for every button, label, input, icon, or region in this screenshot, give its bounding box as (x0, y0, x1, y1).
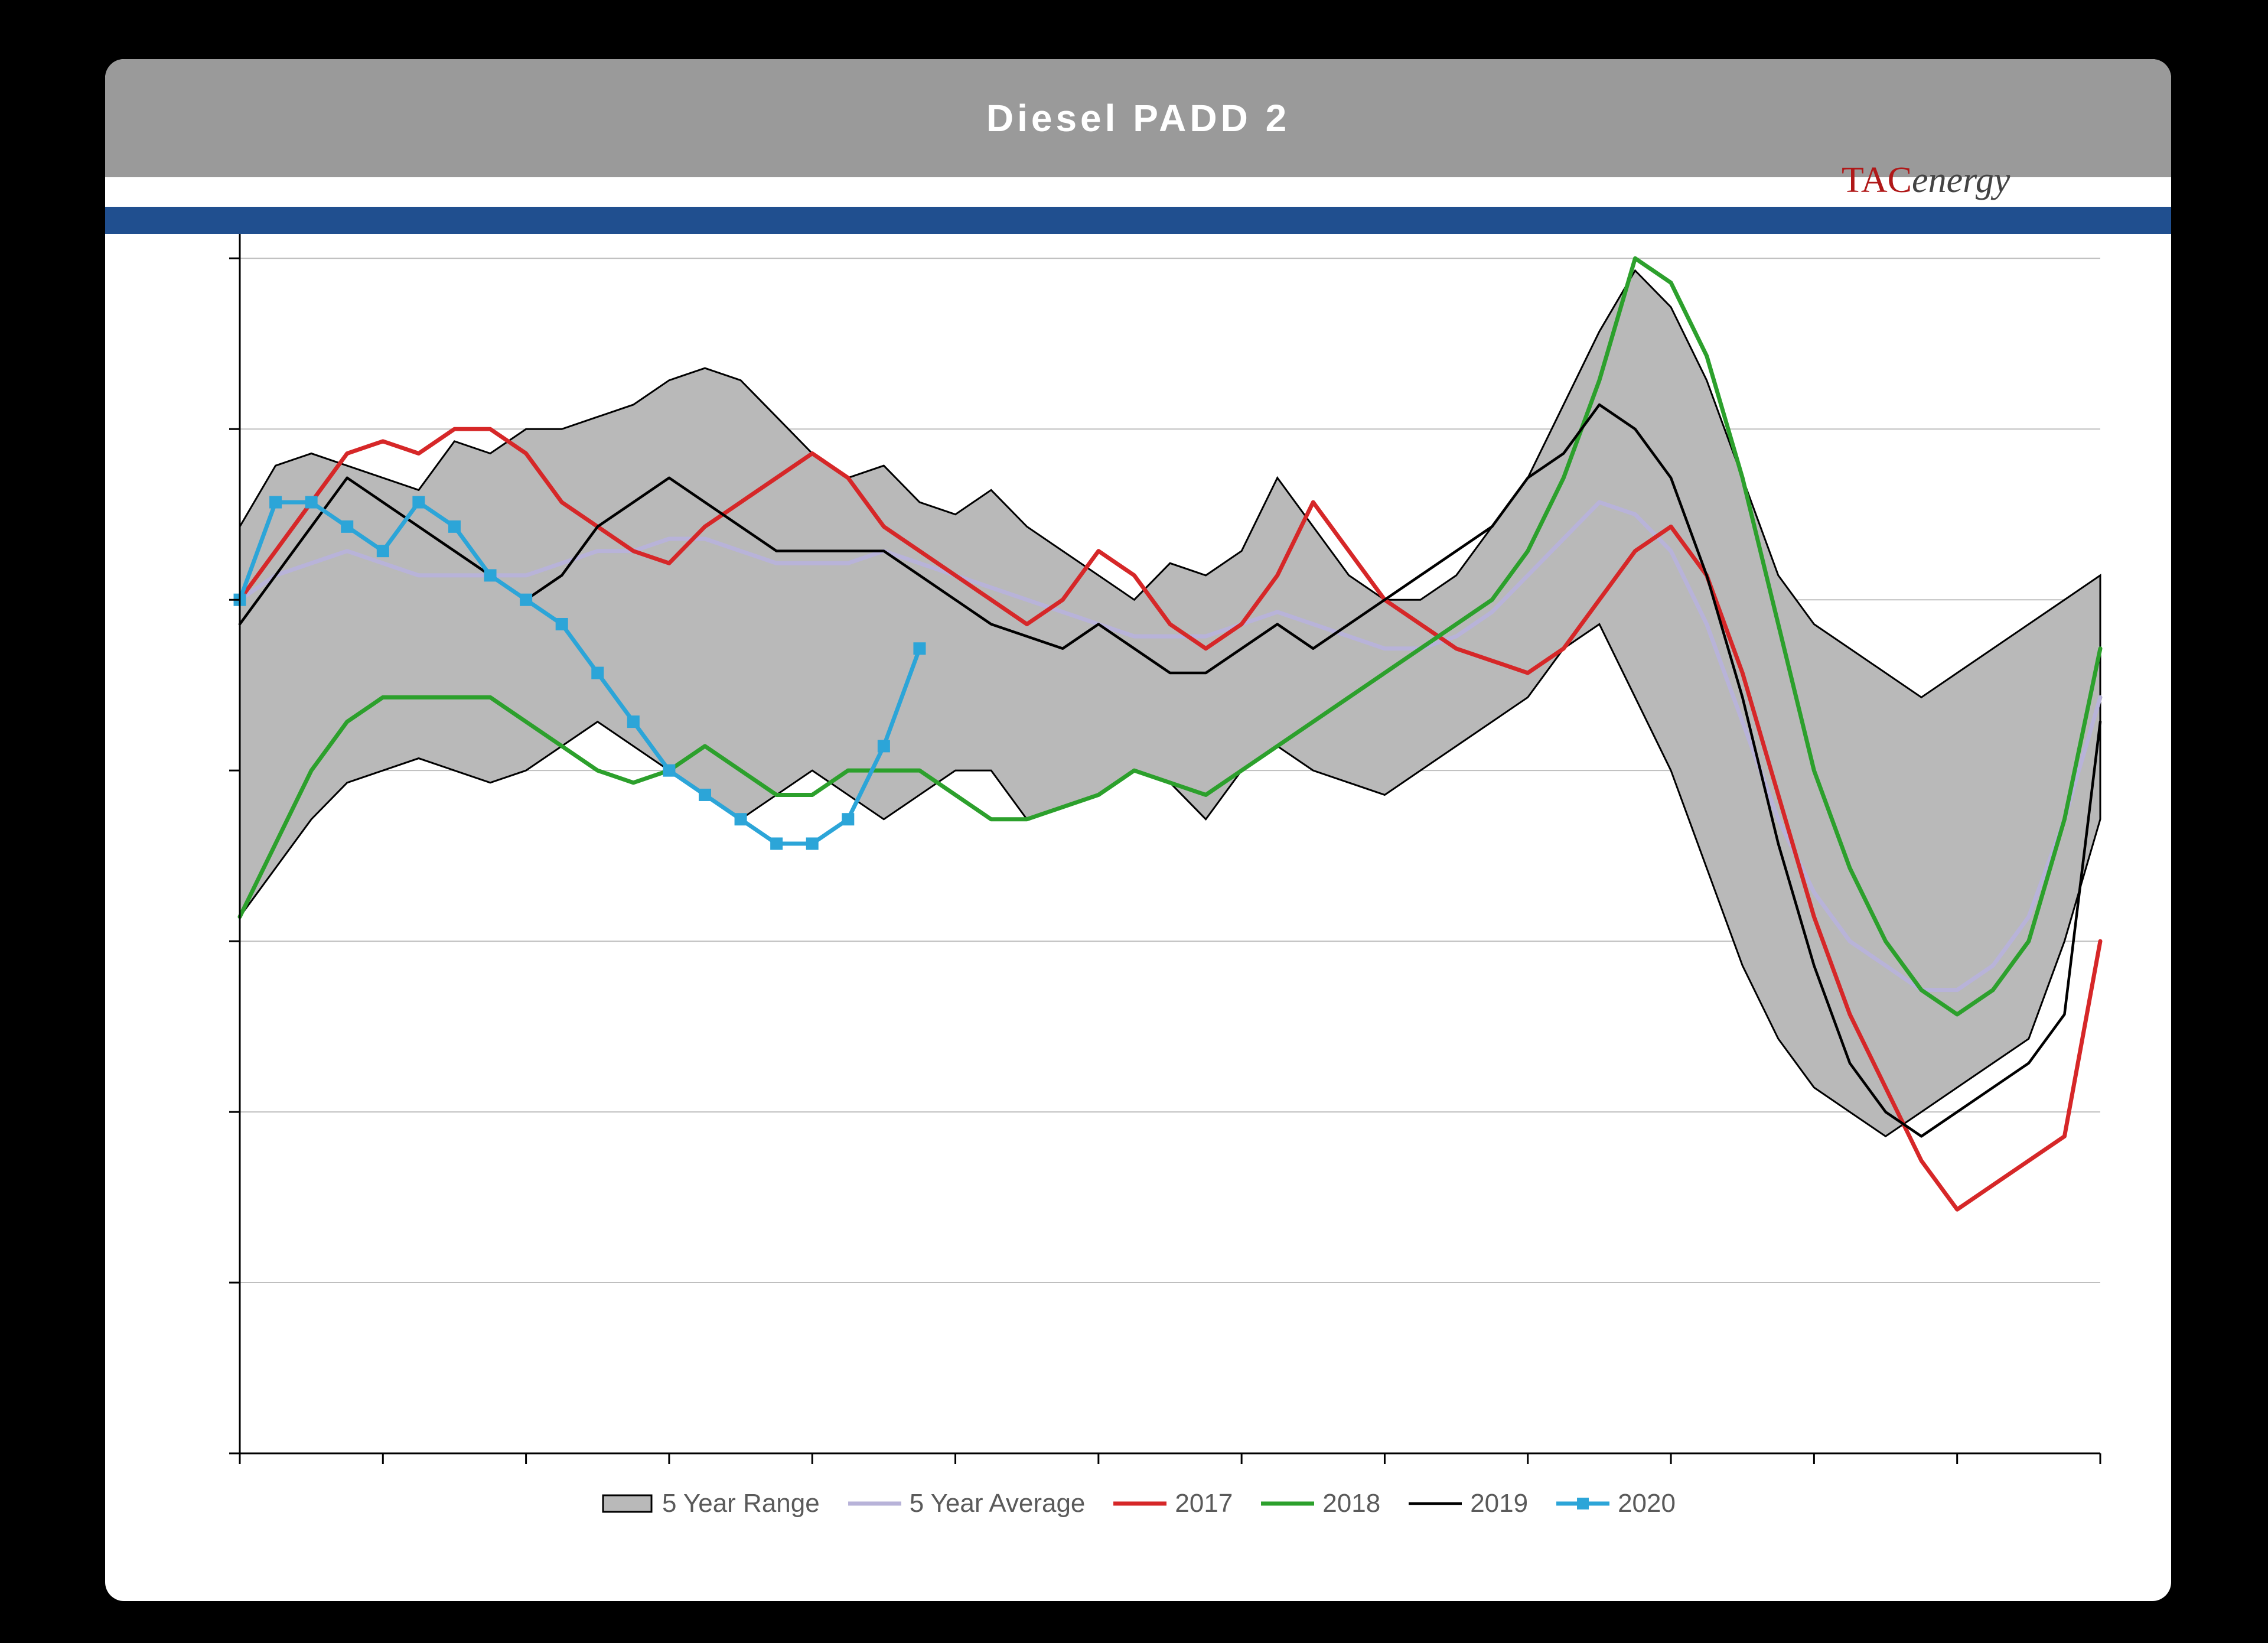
series-2020-marker (448, 520, 460, 532)
legend-item: 2018 (1261, 1489, 1380, 1518)
series-2020-marker (699, 789, 711, 801)
chart-legend: 5 Year Range 5 Year Average 2017 2018 2019 20… (601, 1489, 1676, 1518)
series-2020-marker (341, 520, 353, 532)
series-2020-marker (377, 545, 389, 557)
series-2020-marker (520, 594, 532, 606)
legend-label: 2020 (1618, 1489, 1676, 1518)
series-5yr-range (240, 271, 2100, 1136)
legend-item: 2017 (1113, 1489, 1233, 1518)
series-2020-marker (771, 838, 783, 850)
legend-label: 5 Year Range (662, 1489, 820, 1518)
logo-prefix: TAC (1842, 160, 1912, 200)
legend-swatch (1113, 1492, 1166, 1515)
series-2020-marker (627, 716, 639, 728)
logo-suffix: energy (1912, 160, 2010, 200)
series-2020-marker (592, 667, 604, 679)
legend-item: 2019 (1409, 1489, 1528, 1518)
series-2020-marker (914, 643, 926, 655)
series-2020-marker (305, 496, 317, 508)
series-2020-marker (735, 814, 747, 825)
series-2020-marker (484, 570, 496, 581)
legend-label: 5 Year Average (910, 1489, 1086, 1518)
legend-item: 5 Year Range (601, 1489, 820, 1518)
legend-item: 2020 (1556, 1489, 1676, 1518)
legend-label: 2018 (1322, 1489, 1380, 1518)
legend-label: 2019 (1470, 1489, 1528, 1518)
series-2020-marker (842, 814, 854, 825)
legend-swatch (601, 1492, 654, 1515)
series-2020-marker (663, 764, 675, 776)
series-2020-marker (556, 618, 568, 630)
legend-swatch (1409, 1492, 1462, 1515)
legend-item: 5 Year Average (848, 1489, 1086, 1518)
header-accent-strip (105, 207, 2171, 234)
series-2020-marker (806, 838, 818, 850)
series-2020-marker (878, 740, 889, 752)
chart-plot (240, 234, 2100, 1453)
legend-label: 2017 (1175, 1489, 1233, 1518)
brand-logo: TACenergy (1842, 160, 2010, 201)
legend-swatch (1556, 1492, 1609, 1515)
legend-swatch (848, 1492, 901, 1515)
series-2020-marker (413, 496, 425, 508)
legend-swatch (1261, 1492, 1314, 1515)
series-2020-marker (270, 496, 282, 508)
chart-title: Diesel PADD 2 (986, 96, 1290, 140)
chart-card: Diesel PADD 2TACenergy5 Year Range5 Year… (105, 59, 2171, 1601)
